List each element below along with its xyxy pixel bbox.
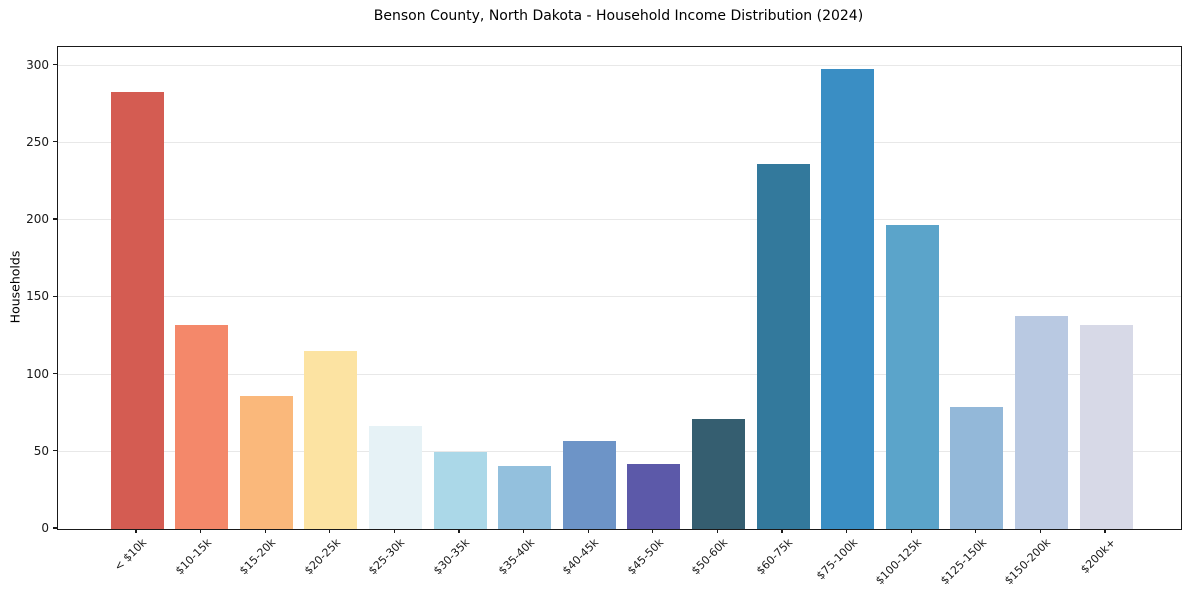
x-tick-label: $50-60k: [689, 536, 731, 578]
x-tick-label: < $10k: [111, 536, 150, 574]
bar: [498, 465, 552, 529]
x-tick: [393, 529, 395, 533]
x-tick: [1039, 529, 1041, 533]
x-tick-label: $100-125k: [873, 536, 925, 588]
y-tick: [53, 450, 57, 452]
bar: [691, 419, 745, 529]
gridline: [58, 64, 1181, 66]
y-tick-label: 250: [26, 134, 49, 149]
x-tick: [264, 529, 266, 533]
bar: [110, 91, 164, 529]
x-tick: [200, 529, 202, 533]
bar: [756, 164, 810, 529]
y-tick: [53, 218, 57, 220]
bar: [433, 451, 487, 529]
y-tick-label: 150: [26, 289, 49, 304]
bar: [562, 440, 616, 529]
y-tick: [53, 141, 57, 143]
x-tick: [716, 529, 718, 533]
gridline: [58, 296, 1181, 298]
y-tick: [53, 295, 57, 297]
x-tick: [587, 529, 589, 533]
x-tick: [910, 529, 912, 533]
x-tick-label: $20-25k: [301, 536, 343, 578]
bar: [950, 406, 1004, 529]
y-tick: [53, 372, 57, 375]
x-tick-label: $125-150k: [937, 536, 989, 588]
x-tick: [523, 529, 525, 533]
gridline: [58, 373, 1181, 375]
x-tick-label: $35-40k: [495, 536, 537, 578]
bar: [821, 68, 875, 529]
x-tick: [975, 529, 977, 533]
bar: [368, 425, 422, 529]
x-tick: [458, 529, 460, 533]
y-tick-label: 300: [26, 57, 49, 72]
x-tick: [135, 529, 137, 533]
x-tick-label: $150-200k: [1002, 536, 1054, 588]
bar: [239, 396, 293, 529]
x-tick: [846, 529, 848, 533]
bar: [885, 224, 939, 529]
x-tick-label: $30-35k: [430, 536, 473, 578]
plot-area: [57, 46, 1182, 530]
x-tick-label: $60-75k: [753, 536, 796, 578]
gridline: [58, 450, 1181, 452]
x-tick-label: $75-100k: [813, 536, 860, 583]
x-tick: [329, 529, 331, 533]
x-tick-label: $15-20k: [237, 536, 279, 578]
x-tick: [781, 529, 783, 533]
bar: [175, 325, 229, 529]
y-tick-label: 100: [26, 366, 49, 381]
x-tick-label: $10-15k: [172, 536, 214, 578]
y-tick-label: 0: [41, 521, 49, 535]
bar: [627, 464, 681, 529]
x-tick-label: $200k+: [1078, 536, 1119, 577]
y-axis-label: Households: [7, 250, 23, 324]
gridline: [58, 219, 1181, 221]
y-tick-label: 50: [33, 443, 49, 458]
chart-title: Benson County, North Dakota - Household …: [373, 8, 864, 24]
bar: [1079, 325, 1133, 529]
bar: [1014, 315, 1068, 529]
bar: [304, 351, 358, 529]
x-tick: [652, 529, 654, 533]
y-tick: [53, 63, 57, 66]
x-tick-label: $45-50k: [624, 536, 666, 578]
y-tick-label: 200: [26, 212, 49, 227]
y-tick: [53, 527, 57, 529]
gridline: [58, 141, 1181, 143]
x-tick-label: $25-30k: [366, 536, 408, 578]
x-tick-label: $40-45k: [560, 536, 602, 578]
x-tick: [1104, 529, 1106, 533]
